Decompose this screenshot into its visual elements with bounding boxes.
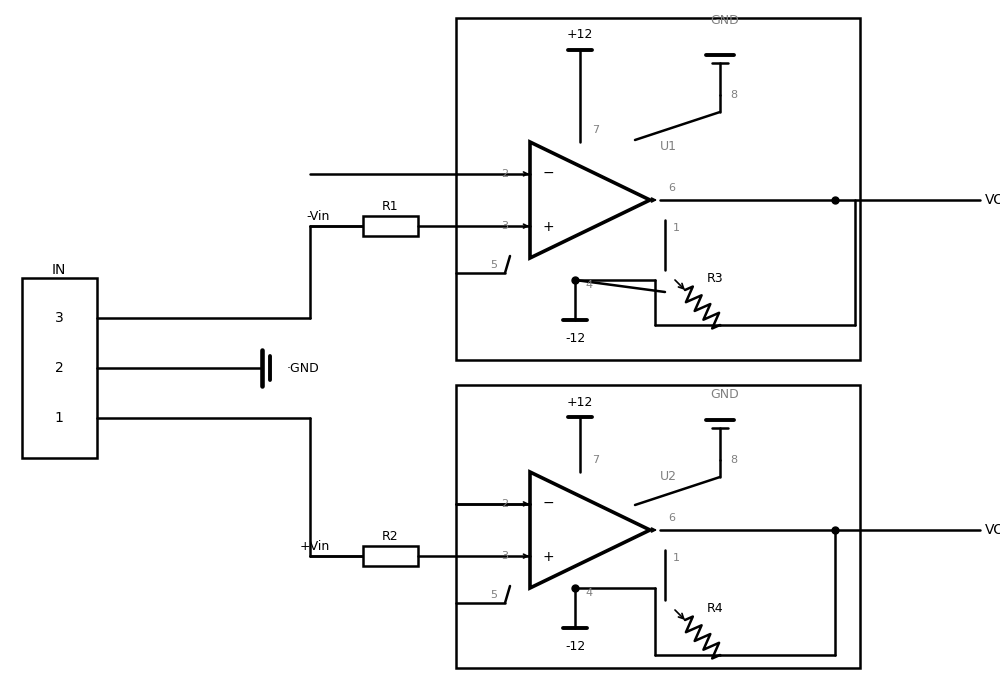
- Text: 2: 2: [55, 361, 63, 375]
- Text: −: −: [542, 496, 554, 510]
- Text: 1: 1: [673, 223, 680, 233]
- Text: 7: 7: [592, 125, 599, 135]
- Text: 3: 3: [55, 311, 63, 325]
- Text: GND: GND: [711, 14, 739, 26]
- Text: +12: +12: [567, 28, 593, 41]
- Text: -Vin: -Vin: [307, 209, 330, 223]
- Text: R4: R4: [707, 601, 724, 615]
- Text: R3: R3: [707, 271, 724, 285]
- Bar: [456, 18, 860, 360]
- Text: U2: U2: [660, 471, 677, 484]
- Text: +Vin: +Vin: [300, 539, 330, 553]
- Text: 3: 3: [501, 551, 508, 561]
- Text: −: −: [542, 166, 554, 180]
- Text: 5: 5: [490, 590, 497, 600]
- Text: VO1+: VO1+: [985, 523, 1000, 537]
- Text: ·GND: ·GND: [287, 362, 320, 375]
- Text: 8: 8: [730, 455, 737, 465]
- Text: +: +: [542, 220, 554, 234]
- Text: 3: 3: [501, 221, 508, 231]
- Text: +12: +12: [567, 396, 593, 409]
- Text: 2: 2: [501, 169, 508, 179]
- Text: R2: R2: [382, 530, 398, 543]
- Text: 6: 6: [668, 513, 675, 523]
- Text: 7: 7: [592, 455, 599, 465]
- Text: -12: -12: [565, 639, 585, 652]
- Text: VO1-: VO1-: [985, 193, 1000, 207]
- Text: +: +: [542, 550, 554, 564]
- Text: 4: 4: [585, 280, 592, 290]
- Bar: [363, 216, 418, 236]
- Text: GND: GND: [711, 389, 739, 402]
- Text: U1: U1: [660, 141, 677, 154]
- Text: R1: R1: [382, 200, 398, 213]
- Text: 1: 1: [673, 553, 680, 563]
- Text: 4: 4: [585, 588, 592, 598]
- Bar: [456, 385, 860, 668]
- Text: IN: IN: [52, 263, 66, 277]
- Text: 1: 1: [55, 411, 63, 425]
- Text: 5: 5: [490, 260, 497, 270]
- Bar: [22, 278, 97, 458]
- Text: 2: 2: [501, 499, 508, 509]
- Bar: [363, 546, 418, 566]
- Text: -12: -12: [565, 331, 585, 344]
- Text: 6: 6: [668, 183, 675, 193]
- Text: 8: 8: [730, 90, 737, 100]
